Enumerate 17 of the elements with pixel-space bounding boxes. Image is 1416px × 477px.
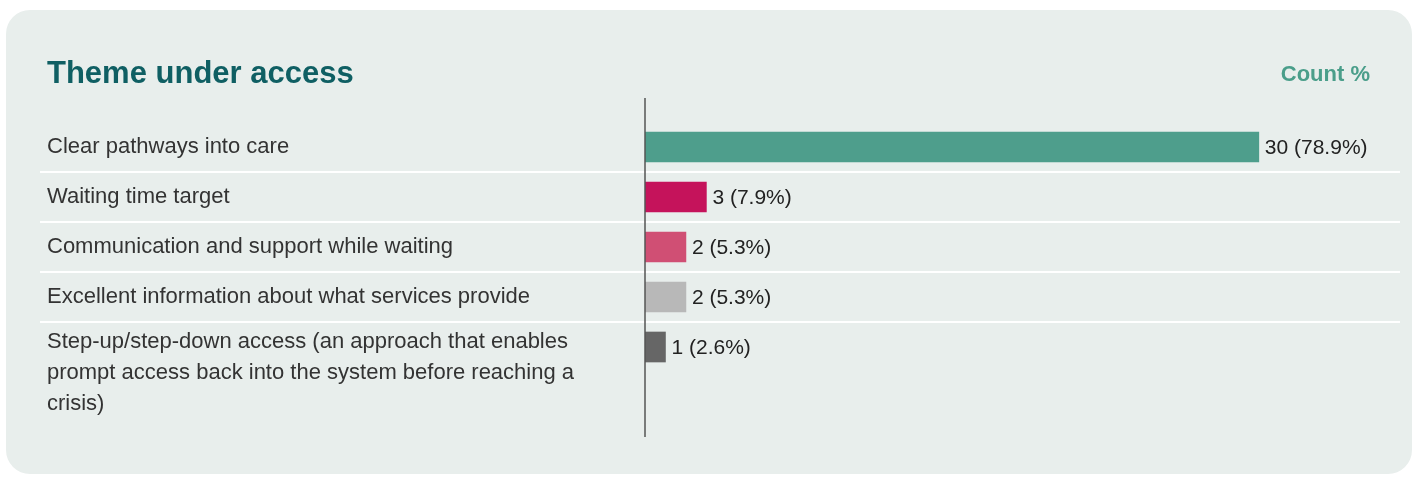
- x-axis-title: Count %: [1280, 61, 1370, 86]
- y-tick-label: Step-up/step-down access (an approach that enables prompt access back into the system before reaching a crisis): [47, 328, 575, 416]
- y-tick-label: Excellent information about what services provide: [47, 283, 531, 309]
- bar: [645, 331, 666, 363]
- bar: [645, 281, 687, 313]
- data-label: 1 (2.6%): [671, 334, 751, 358]
- bar: [645, 131, 1260, 163]
- data-label: 2 (5.3%): [691, 234, 772, 258]
- data-label: 3 (7.9%): [712, 184, 792, 208]
- bar: [645, 231, 687, 263]
- data-label: 2 (5.3%): [691, 284, 772, 308]
- y-tick-label: Clear pathways into care: [47, 133, 290, 159]
- bar: [645, 181, 707, 213]
- text: Theme under access: [47, 55, 354, 90]
- y-tick-label: Waiting time target: [47, 183, 230, 209]
- data-label: 30 (78.9%): [1264, 134, 1368, 158]
- y-tick-label: Communication and support while waiting: [47, 233, 453, 259]
